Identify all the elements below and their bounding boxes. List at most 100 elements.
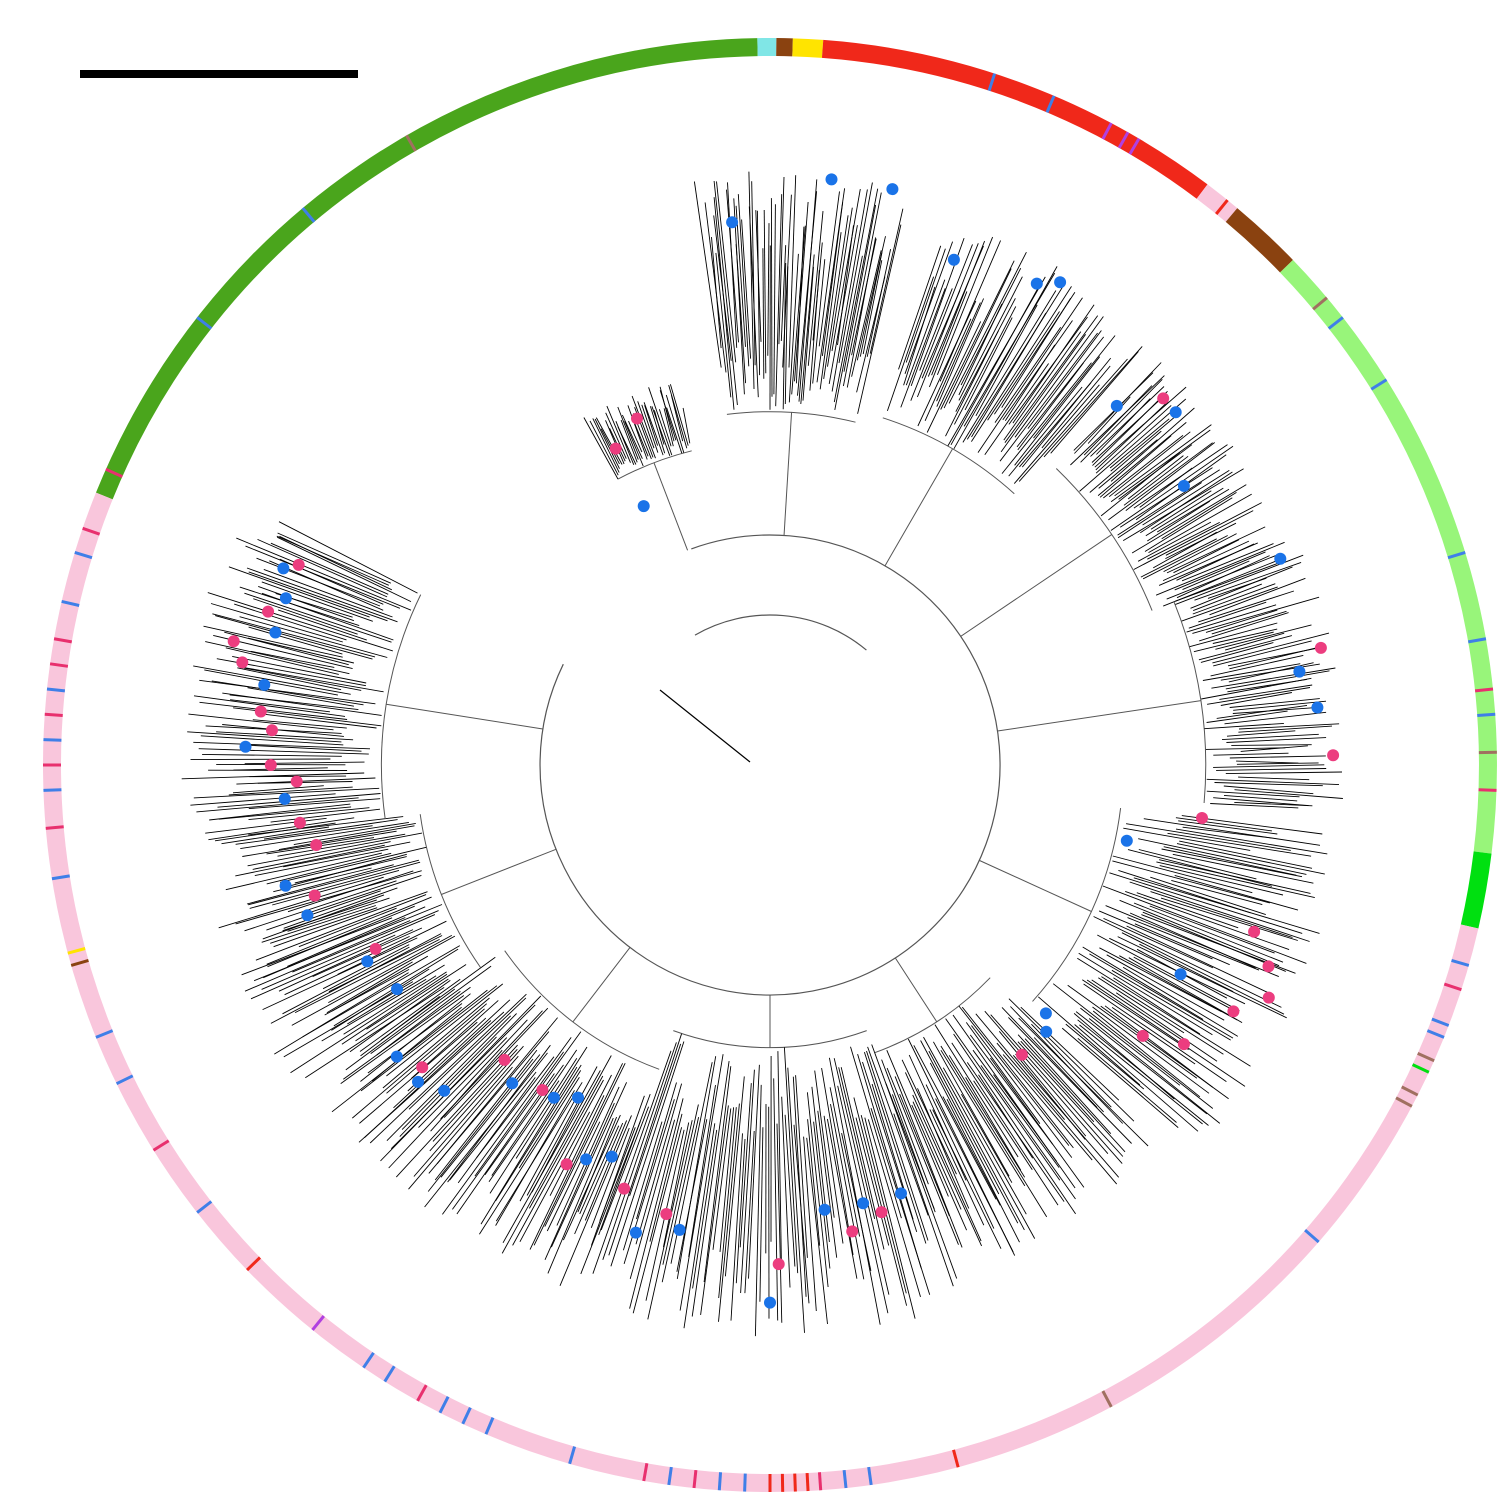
tree-branch — [940, 260, 1015, 410]
tip-marker-blue — [1274, 552, 1287, 565]
tree-branch — [665, 394, 685, 453]
ring-stripe — [53, 637, 73, 644]
tree-branch — [1174, 562, 1280, 602]
tree-branch — [1012, 304, 1095, 424]
tip-marker-blue — [1054, 276, 1067, 289]
tree-branch — [917, 1088, 970, 1209]
tree-branch — [531, 1101, 581, 1193]
tree-branch — [823, 1115, 844, 1244]
ring-segment-pink — [43, 492, 1479, 1492]
tree-branch — [263, 819, 398, 840]
tree-branch — [741, 219, 752, 359]
ring-stripe — [1417, 1052, 1435, 1063]
tree-branch — [1099, 947, 1222, 1013]
tree-clades — [181, 171, 1343, 1337]
tree-branch — [230, 699, 330, 713]
tree-branch — [668, 384, 688, 449]
ring-stripe — [245, 1256, 262, 1272]
tree-branch — [366, 964, 467, 1030]
tree-branch — [788, 175, 797, 368]
tree-branch — [958, 276, 1023, 401]
tree-branch — [659, 390, 677, 441]
tree-branch — [928, 291, 968, 388]
tree-branch — [841, 1133, 872, 1271]
tree-branch — [1017, 362, 1084, 451]
tree-branch — [253, 598, 358, 635]
ring-stripe — [115, 1074, 134, 1086]
ring-stripe — [1447, 551, 1466, 560]
tree-branch — [936, 236, 994, 375]
tree-branch — [971, 1025, 1073, 1158]
tree-branch — [704, 202, 727, 373]
tree-branch — [635, 1083, 683, 1245]
tree-branch — [452, 1031, 582, 1210]
tree-branch — [658, 409, 672, 447]
clade-right-upper — [960, 362, 1285, 637]
tree-branch — [211, 680, 364, 706]
backbone-arc — [539, 534, 1001, 996]
tree-branch — [961, 1093, 1013, 1183]
tree-branch — [1231, 744, 1312, 746]
ring-stripe — [805, 1472, 810, 1492]
ring-stripe — [1312, 296, 1328, 311]
ring-stripe — [842, 1469, 848, 1489]
tree-branch — [1181, 586, 1278, 622]
tree-branch — [282, 946, 410, 1015]
tree-branch — [1176, 843, 1325, 875]
tree-branch — [910, 244, 973, 401]
tree-branch — [913, 1045, 997, 1200]
tree-branch — [1117, 469, 1220, 536]
tree-branch — [248, 798, 381, 810]
tip-marker-blue — [580, 1153, 593, 1166]
tree-branch — [862, 260, 883, 355]
tree-branch — [401, 1013, 517, 1130]
tree-branch — [754, 1084, 762, 1337]
tree-branch — [929, 1109, 985, 1226]
tree-branch — [800, 254, 815, 405]
tree-branch — [998, 1031, 1087, 1137]
tree-branch — [495, 1064, 582, 1202]
tree-branch — [1020, 1040, 1095, 1123]
tree-branch — [1175, 828, 1328, 855]
tree-branch — [583, 417, 619, 480]
tree-branch — [1226, 730, 1296, 737]
tree-branch — [1131, 484, 1247, 554]
tree-branch — [648, 387, 673, 456]
tree-branch — [355, 978, 449, 1042]
tree-branch — [1236, 762, 1319, 765]
tree-branch — [1178, 820, 1278, 835]
ring-stripe — [196, 316, 213, 330]
tip-marker-blue — [572, 1091, 584, 1104]
tree-branch — [1206, 778, 1340, 786]
tip-marker-pink — [293, 816, 306, 829]
tree-branch — [1238, 725, 1333, 733]
tree-branch — [782, 262, 787, 410]
tree-branch — [978, 1074, 1034, 1159]
tree-branch — [980, 1065, 1076, 1200]
tree-branch — [252, 719, 347, 729]
tree-branch — [1156, 488, 1230, 533]
clade-top-right — [882, 236, 1143, 567]
tree-branch — [1017, 1034, 1126, 1153]
tree-branch — [1182, 560, 1250, 591]
tree-branch — [386, 1008, 485, 1094]
tree-branch — [846, 237, 877, 388]
tree-branch — [1205, 747, 1286, 750]
tree-branch — [443, 1007, 549, 1118]
tip-marker-blue — [637, 500, 650, 513]
tree-branch — [529, 1075, 604, 1209]
tree-branch — [829, 1087, 861, 1237]
tip-marker-blue — [1177, 479, 1190, 492]
tree-branch — [1067, 984, 1198, 1079]
tree-branch — [802, 266, 814, 401]
tree-branch — [1234, 801, 1313, 807]
tree-branch — [476, 1056, 555, 1159]
tree-branch — [289, 853, 407, 887]
tree-branch — [232, 785, 324, 794]
tree-branch — [972, 1049, 1060, 1168]
tree-branch — [605, 420, 625, 465]
tree-branch — [751, 181, 756, 366]
tree-branch — [1206, 790, 1300, 798]
tree-branch — [190, 758, 331, 761]
tree-branch — [1018, 1017, 1149, 1147]
